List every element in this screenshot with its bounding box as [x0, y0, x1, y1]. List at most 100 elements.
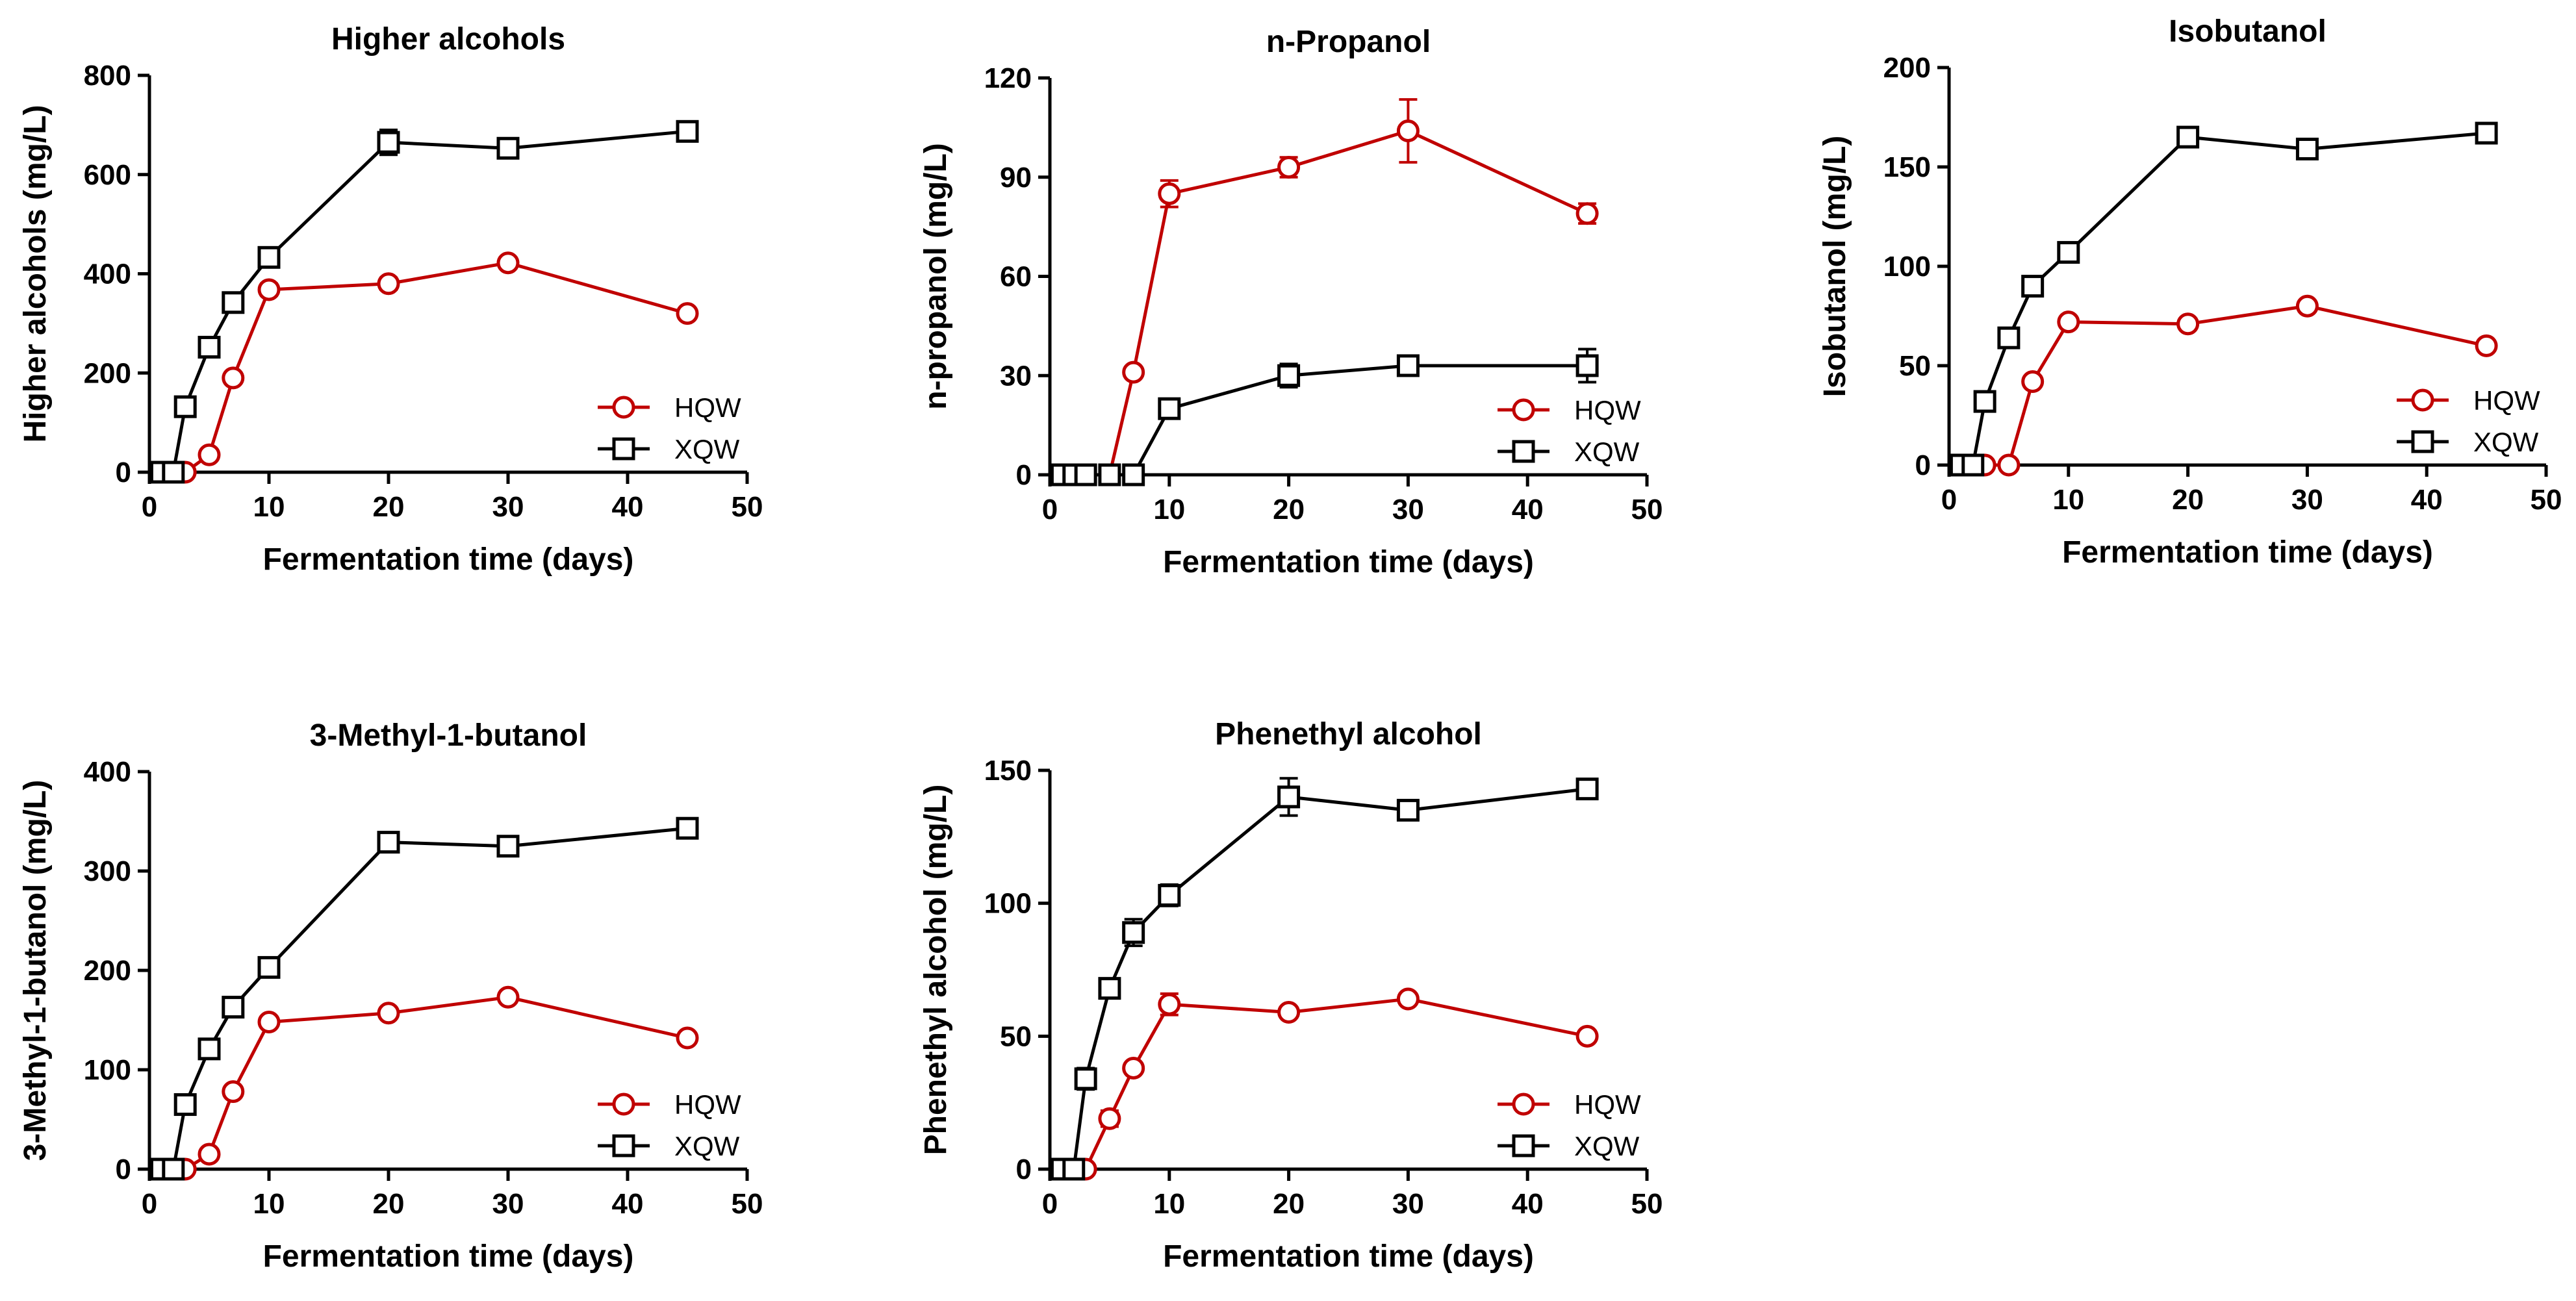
isobutanol-xqw-point [2295, 137, 2319, 160]
higher-alcohols-xqw-point [173, 395, 197, 418]
higher-alcohols-y-axis-title: Higher alcohols (mg/L) [18, 105, 53, 442]
3-methyl-1-butanol-x-tick-label: 20 [373, 1188, 405, 1220]
n-propanol-xqw-point [1158, 397, 1181, 420]
phenethyl-alcohol-x-tick-label: 0 [1042, 1188, 1058, 1220]
higher-alcohols-y-tick-label: 200 [84, 357, 131, 389]
isobutanol-x-tick-label: 50 [2531, 484, 2562, 516]
phenethyl-alcohol-x-tick-label: 20 [1273, 1188, 1305, 1220]
phenethyl-alcohol-chart: Phenethyl alcohol 0 50 100 150 0 10 20 30 40 50 Fer… [919, 717, 1663, 1274]
xqw-legend-marker [1512, 1134, 1535, 1157]
n-propanol-xqw-point [1277, 364, 1301, 387]
isobutanol-title: Isobutanol [2169, 14, 2327, 49]
phenethyl-alcohol-y-tick-label: 100 [984, 888, 1032, 920]
higher-alcohols-x-tick-label: 50 [732, 491, 763, 523]
higher-alcohols-hqw-point [377, 272, 400, 296]
n-propanol-legend: HQW XQW [1498, 395, 1641, 467]
higher-alcohols-hqw-point [257, 278, 281, 301]
isobutanol-x-axis-title: Fermentation time (days) [2062, 535, 2433, 570]
n-propanol-hqw-point [1122, 360, 1145, 384]
phenethyl-alcohol-hqw-point [1098, 1107, 1121, 1130]
phenethyl-alcohol-xqw-point [1158, 883, 1181, 907]
phenethyl-alcohol-y-tick-label: 0 [1016, 1154, 1032, 1185]
isobutanol-x-tick-label: 40 [2411, 484, 2443, 516]
3-methyl-1-butanol-x-tick-label: 0 [142, 1188, 157, 1220]
isobutanol-xqw-point [1973, 390, 1996, 413]
n-propanol-title: n-Propanol [1266, 25, 1431, 59]
3-methyl-1-butanol-hqw-point [198, 1143, 221, 1166]
higher-alcohols-y-tick-label: 800 [84, 60, 131, 92]
isobutanol-xqw-line [1961, 131, 2487, 467]
isobutanol-xqw-point [2021, 275, 2045, 298]
n-propanol-x-tick-label: 30 [1392, 494, 1424, 525]
phenethyl-alcohol-x-tick-label: 10 [1153, 1188, 1185, 1220]
higher-alcohols-xqw-point [676, 120, 699, 143]
phenethyl-alcohol-xqw-point [1074, 1067, 1097, 1091]
n-propanol-y-tick-label: 60 [1000, 261, 1032, 293]
phenethyl-alcohol-x-tick-label: 50 [1631, 1188, 1663, 1220]
n-propanol-x-tick-label: 40 [1512, 494, 1544, 525]
phenethyl-alcohol-hqw-point [1122, 1056, 1145, 1080]
higher-alcohols-xqw-point [377, 131, 400, 154]
higher-alcohols-x-axis-title: Fermentation time (days) [263, 542, 634, 577]
higher-alcohols-y-tick-label: 0 [116, 457, 131, 488]
hqw-legend-label: HQW [674, 1089, 741, 1120]
3-methyl-1-butanol-hqw-point [377, 1002, 400, 1025]
isobutanol-x-tick-label: 0 [1941, 484, 1957, 516]
n-propanol-xqw-point [1074, 463, 1097, 486]
xqw-legend-label: XQW [674, 1131, 740, 1161]
n-propanol-y-tick-label: 30 [1000, 360, 1032, 392]
n-propanol-x-tick-label: 0 [1042, 494, 1058, 525]
n-propanol-y-tick-label: 90 [1000, 162, 1032, 194]
n-propanol-hqw-point [1396, 119, 1420, 142]
3-methyl-1-butanol-xqw-point [377, 831, 400, 854]
3-methyl-1-butanol-xqw-point [676, 816, 699, 840]
3-methyl-1-butanol-title: 3-Methyl-1-butanol [310, 718, 587, 753]
higher-alcohols-chart: Higher alcohols 0 200 400 600 800 0 10 20 30 40 50 F… [18, 22, 763, 577]
phenethyl-alcohol-hqw-point [1396, 987, 1420, 1011]
phenethyl-alcohol-xqw-series [1050, 777, 1599, 1181]
3-methyl-1-butanol-hqw-point [676, 1026, 699, 1050]
3-methyl-1-butanol-x-tick-label: 50 [732, 1188, 763, 1220]
n-propanol-x-tick-label: 10 [1153, 494, 1185, 525]
3-methyl-1-butanol-hqw-point [257, 1011, 281, 1034]
n-propanol-xqw-point [1396, 354, 1420, 377]
n-propanol-y-tick-label: 0 [1016, 459, 1032, 491]
phenethyl-alcohol-xqw-point [1575, 777, 1599, 801]
n-propanol-hqw-point [1575, 202, 1599, 225]
higher-alcohols-x-tick-label: 0 [142, 491, 157, 523]
3-methyl-1-butanol-xqw-point [173, 1093, 197, 1117]
phenethyl-alcohol-x-tick-label: 30 [1392, 1188, 1424, 1220]
n-propanol-hqw-line [1062, 129, 1588, 477]
xqw-legend-marker [612, 1134, 635, 1157]
higher-alcohols-y-tick-label: 400 [84, 259, 131, 290]
phenethyl-alcohol-hqw-point [1575, 1024, 1599, 1048]
n-propanol-hqw-point [1277, 155, 1301, 179]
isobutanol-x-tick-label: 10 [2052, 484, 2084, 516]
3-methyl-1-butanol-xqw-point [162, 1157, 185, 1181]
n-propanol-chart: n-Propanol 0 30 60 90 120 0 10 20 30 40 50 Fermentat… [919, 25, 1663, 579]
phenethyl-alcohol-xqw-point [1396, 798, 1420, 822]
higher-alcohols-hqw-point [198, 443, 221, 466]
higher-alcohols-xqw-point [257, 246, 281, 269]
xqw-legend-marker [612, 437, 635, 461]
3-methyl-1-butanol-x-axis-title: Fermentation time (days) [263, 1239, 634, 1274]
hqw-legend-marker [1512, 398, 1535, 422]
3-methyl-1-butanol-x-tick-label: 30 [492, 1188, 524, 1220]
3-methyl-1-butanol-xqw-series [149, 816, 699, 1181]
3-methyl-1-butanol-xqw-point [222, 996, 245, 1019]
3-methyl-1-butanol-y-tick-label: 200 [84, 955, 131, 987]
n-propanol-xqw-point [1098, 463, 1121, 486]
isobutanol-xqw-point [2057, 241, 2080, 264]
3-methyl-1-butanol-legend: HQW XQW [598, 1089, 741, 1161]
n-propanol-y-axis-title: n-propanol (mg/L) [919, 143, 953, 410]
hqw-legend-label: HQW [674, 392, 741, 423]
higher-alcohols-xqw-point [496, 136, 520, 160]
higher-alcohols-xqw-point [162, 461, 185, 484]
higher-alcohols-x-tick-label: 30 [492, 491, 524, 523]
isobutanol-hqw-point [2475, 334, 2498, 357]
3-methyl-1-butanol-y-axis-title: 3-Methyl-1-butanol (mg/L) [18, 780, 53, 1161]
isobutanol-xqw-series [1949, 121, 2498, 477]
phenethyl-alcohol-legend: HQW XQW [1498, 1089, 1641, 1161]
3-methyl-1-butanol-x-tick-label: 40 [612, 1188, 644, 1220]
